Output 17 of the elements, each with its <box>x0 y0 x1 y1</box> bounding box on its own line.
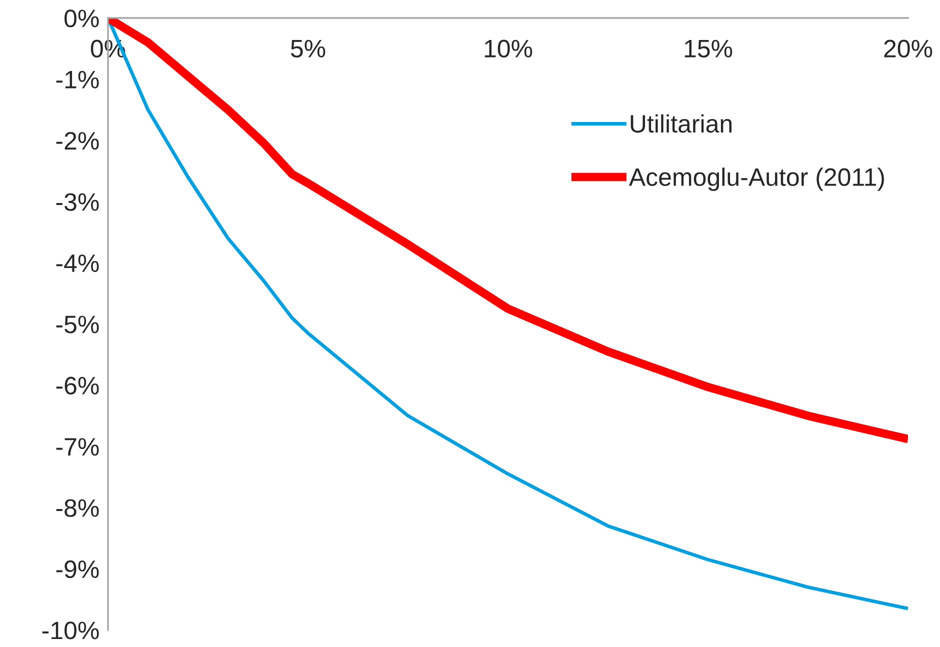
legend-label: Acemoglu-Autor (2011) <box>628 168 884 191</box>
y-tick-label: 0% <box>64 10 99 28</box>
y-tick-label: -6% <box>56 376 99 395</box>
legend-label: Utilitarian <box>630 114 732 133</box>
x-tick-label: 15% <box>684 40 732 58</box>
y-tick-label: -3% <box>56 193 99 211</box>
y-tick-label: -1% <box>56 70 99 88</box>
x-tick-label: 20% <box>884 40 932 58</box>
x-tick-label: 5% <box>290 40 326 58</box>
y-tick-label: -7% <box>56 438 99 456</box>
y-tick-label: -10% <box>42 622 99 640</box>
y-tick-label: -2% <box>56 132 99 150</box>
y-tick-label: -4% <box>56 254 99 272</box>
y-tick-label: -9% <box>56 560 99 578</box>
y-tick-label: -8% <box>56 499 99 517</box>
x-tick-label: 10% <box>484 40 532 58</box>
y-tick-label: -5% <box>56 316 99 334</box>
